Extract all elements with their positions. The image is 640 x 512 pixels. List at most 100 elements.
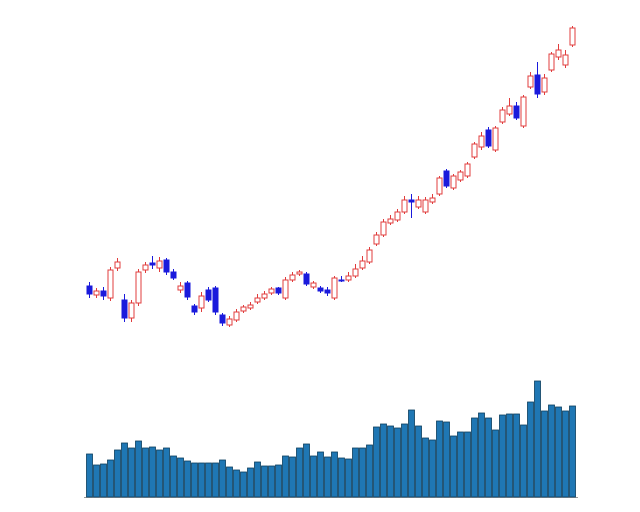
candle-body [107,269,114,299]
candle-body [457,171,464,181]
volume-bar [527,401,534,498]
candle-body [247,304,254,309]
volume-bar [170,455,177,498]
candle-body [296,271,303,275]
candle-body [261,293,268,299]
candle-body [163,259,170,273]
volume-bar [338,457,345,498]
volume-bar [485,417,492,498]
volume-bar [142,447,149,498]
candle-body [373,234,380,245]
volume-bar [149,446,156,498]
volume-bar [317,451,324,498]
volume-bar [408,409,415,498]
candle-body [121,299,128,319]
candle-body [128,302,135,319]
candle-body [555,49,562,58]
volume-bar [191,462,198,498]
volume-bar [198,462,205,498]
volume-bar [506,413,513,498]
candle-body [275,287,282,294]
candle-body [156,260,163,269]
volume-bar [121,442,128,498]
volume-bar [450,435,457,498]
volume-bar [261,465,268,498]
candle-body [86,285,93,295]
candle-body [345,275,352,281]
candle-body [569,27,576,46]
volume-bar [562,410,569,498]
candle-body [499,109,506,123]
candle-body [184,282,191,298]
volume-bar [177,457,184,498]
candle-body [429,197,436,203]
volume-bar [93,464,100,498]
candle-body [415,199,422,208]
candle-body [212,287,219,313]
candle-body [548,53,555,71]
volume-bar [492,429,499,498]
candle-body [317,287,324,292]
candle-body [541,77,548,93]
candle-body [394,211,401,221]
candle-body [219,314,226,324]
volume-bar [289,456,296,498]
candle-body [324,289,331,294]
volume-bar [478,412,485,498]
volume-bar [359,447,366,498]
candle-body [450,175,457,189]
volume-bar [156,449,163,498]
volume-bar [324,456,331,498]
volume-bar [373,426,380,498]
candle-body [289,274,296,281]
volume-bar [352,447,359,498]
volume-bar [380,423,387,498]
volume-bar [233,469,240,498]
volume-bar [429,439,436,498]
volume-bar [296,447,303,498]
candle-body [93,290,100,296]
candle-body [282,279,289,299]
volume-bar [268,465,275,498]
candle-body [114,261,121,269]
candle-body [527,75,534,88]
candle-body [534,74,541,95]
candle-body [380,221,387,236]
candle-body [562,54,569,66]
volume-bar [331,451,338,498]
candle-body [149,262,156,266]
volume-bar [387,425,394,498]
candle-body [331,277,338,299]
candle-body [100,290,107,297]
volume-bar [303,443,310,498]
volume-bar [163,447,170,498]
volume-bar [107,459,114,498]
candle-body [177,285,184,291]
volume-bar [499,414,506,498]
volume-bar [443,421,450,498]
volume-bar [100,463,107,498]
volume-bar [401,423,408,498]
volume-bar [86,453,93,498]
volume-bar [464,431,471,498]
candle-body [359,260,366,269]
volume-bar [310,455,317,498]
candle-body [338,279,345,282]
candle-body [135,271,142,304]
volume-bar [534,380,541,498]
candle-body [226,318,233,326]
volume-bar [128,447,135,498]
volume-bar [471,417,478,498]
volume-bar [366,444,373,498]
volume-bar [415,425,422,498]
volume-bar [135,440,142,498]
volume-bar [247,467,254,498]
candle-body [170,271,177,279]
candle-body [268,288,275,294]
candle-body [471,143,478,158]
volume-bar [275,464,282,498]
volume-bar [212,462,219,498]
volume-bar [422,437,429,498]
candle-body [352,268,359,277]
